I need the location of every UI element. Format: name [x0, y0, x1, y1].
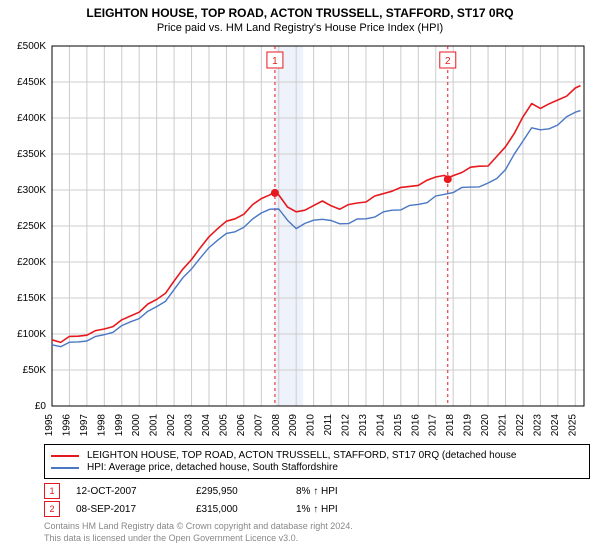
legend-item: LEIGHTON HOUSE, TOP ROAD, ACTON TRUSSELL… — [51, 450, 583, 461]
line-chart: £0 £50K £100K £150K £200K £250K £300K £350K £400… — [8, 38, 592, 438]
footer-line1: Contains HM Land Registry data © Crown c… — [44, 521, 590, 533]
svg-text:£50K: £50K — [23, 365, 47, 376]
marker-delta: 8% ↑ HPI — [296, 486, 338, 497]
svg-text:1998: 1998 — [96, 414, 107, 437]
legend-label: HPI: Average price, detached house, Sout… — [87, 462, 338, 473]
footer-line2: This data is licensed under the Open Gov… — [44, 533, 590, 545]
svg-text:£450K: £450K — [17, 77, 46, 88]
svg-text:£100K: £100K — [17, 329, 46, 340]
footer-attribution: Contains HM Land Registry data © Crown c… — [44, 521, 590, 544]
svg-text:2022: 2022 — [515, 414, 526, 437]
svg-text:2019: 2019 — [463, 414, 474, 437]
svg-text:£0: £0 — [35, 401, 47, 412]
svg-text:£300K: £300K — [17, 185, 46, 196]
svg-text:2009: 2009 — [288, 414, 299, 437]
svg-text:£350K: £350K — [17, 149, 46, 160]
marker-price: £295,950 — [196, 486, 296, 497]
svg-text:2021: 2021 — [498, 414, 509, 437]
svg-text:2002: 2002 — [166, 414, 177, 437]
svg-text:2001: 2001 — [149, 414, 160, 437]
svg-text:2017: 2017 — [428, 414, 439, 437]
marker-row: 2 08-SEP-2017£315,0001% ↑ HPI — [44, 501, 590, 517]
svg-text:2013: 2013 — [358, 414, 369, 437]
legend-item: HPI: Average price, detached house, Sout… — [51, 462, 583, 473]
svg-text:£200K: £200K — [17, 257, 46, 268]
chart-title: LEIGHTON HOUSE, TOP ROAD, ACTON TRUSSELL… — [8, 6, 592, 20]
marker-row: 1 12-OCT-2007£295,9508% ↑ HPI — [44, 483, 590, 499]
svg-text:2015: 2015 — [393, 414, 404, 437]
svg-text:2010: 2010 — [306, 414, 317, 437]
svg-text:2023: 2023 — [532, 414, 543, 437]
legend-swatch — [51, 455, 79, 457]
marker-date: 08-SEP-2017 — [76, 504, 196, 515]
svg-text:1995: 1995 — [44, 414, 55, 437]
chart-container: LEIGHTON HOUSE, TOP ROAD, ACTON TRUSSELL… — [0, 0, 600, 548]
svg-text:£400K: £400K — [17, 113, 46, 124]
svg-text:2011: 2011 — [323, 414, 334, 436]
markers-table: 1 12-OCT-2007£295,9508% ↑ HPI 2 08-SEP-2017… — [44, 483, 590, 517]
marker-price: £315,000 — [196, 504, 296, 515]
chart-subtitle: Price paid vs. HM Land Registry's House … — [8, 22, 592, 34]
legend-swatch — [51, 467, 79, 469]
svg-text:2024: 2024 — [550, 414, 561, 437]
marker-delta: 1% ↑ HPI — [296, 504, 338, 515]
svg-text:£250K: £250K — [17, 221, 46, 232]
svg-text:2005: 2005 — [218, 414, 229, 437]
svg-text:2008: 2008 — [271, 414, 282, 437]
svg-text:2003: 2003 — [184, 414, 195, 437]
marker-number-box: 1 — [44, 483, 60, 499]
svg-text:£150K: £150K — [17, 293, 46, 304]
svg-text:1999: 1999 — [114, 414, 125, 437]
svg-text:2016: 2016 — [410, 414, 421, 437]
svg-text:1997: 1997 — [79, 414, 90, 437]
svg-text:2006: 2006 — [236, 414, 247, 437]
legend: LEIGHTON HOUSE, TOP ROAD, ACTON TRUSSELL… — [44, 444, 590, 479]
svg-text:2018: 2018 — [445, 414, 456, 437]
svg-text:1996: 1996 — [61, 414, 72, 437]
legend-label: LEIGHTON HOUSE, TOP ROAD, ACTON TRUSSELL… — [87, 450, 516, 461]
svg-text:2007: 2007 — [253, 414, 264, 437]
svg-text:2: 2 — [445, 56, 451, 67]
svg-text:2000: 2000 — [131, 414, 142, 437]
svg-text:1: 1 — [272, 56, 278, 67]
marker-date: 12-OCT-2007 — [76, 486, 196, 497]
svg-text:2025: 2025 — [567, 414, 578, 437]
svg-text:2012: 2012 — [341, 414, 352, 437]
svg-text:2014: 2014 — [375, 414, 386, 437]
svg-text:2020: 2020 — [480, 414, 491, 437]
svg-text:£500K: £500K — [17, 41, 46, 52]
marker-number-box: 2 — [44, 501, 60, 517]
svg-text:2004: 2004 — [201, 414, 212, 437]
plot-area: £0 £50K £100K £150K £200K £250K £300K £350K £400… — [8, 38, 592, 438]
